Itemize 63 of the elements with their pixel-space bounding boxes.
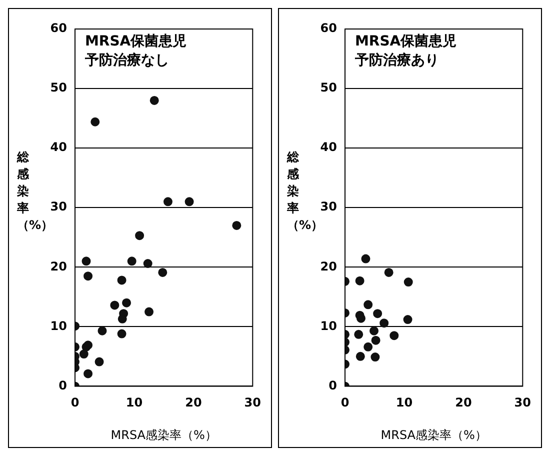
y-tick-label: 30 (320, 200, 337, 214)
point (90, 117, 100, 126)
y-tick-label: 0 (328, 378, 337, 392)
point (404, 278, 413, 287)
point (373, 309, 382, 318)
point (82, 256, 91, 266)
chart-title: MRSA保菌患児 (85, 34, 187, 50)
y-tick-label: 50 (320, 80, 337, 95)
point (117, 276, 126, 285)
y-tick-label: 10 (320, 318, 337, 333)
point (380, 318, 389, 328)
y-tick-label: 60 (320, 21, 337, 36)
point (150, 96, 159, 105)
point (84, 369, 93, 378)
point (94, 357, 104, 366)
point (110, 300, 120, 310)
y-tick-label: 40 (50, 140, 67, 154)
x-tick-label: 10 (126, 396, 143, 410)
x-tick-label: 10 (396, 396, 413, 410)
y-tick-label: 40 (320, 140, 337, 154)
chart-title: MRSA保菌患児 (355, 34, 457, 50)
point (79, 350, 88, 359)
y-tick-label: 20 (320, 259, 337, 274)
point (135, 231, 144, 240)
point (232, 220, 242, 230)
point (364, 342, 373, 352)
point (384, 268, 394, 277)
point (370, 326, 379, 336)
x-tick-label: 0 (340, 396, 350, 410)
point (364, 300, 373, 310)
point (371, 336, 380, 345)
y-tick-label: 10 (50, 318, 67, 333)
point (184, 197, 194, 206)
point (370, 352, 380, 362)
y-tick-label: 60 (50, 21, 67, 36)
point (403, 315, 412, 324)
point (144, 307, 154, 316)
y-tick-label: 30 (50, 200, 67, 214)
point (163, 197, 172, 206)
point (84, 272, 93, 281)
text: 予防治療なし (84, 52, 169, 69)
y-tick-label: 20 (50, 259, 67, 274)
point (354, 330, 364, 339)
x-axis-title: MRSA感染率（%） (380, 428, 487, 442)
x-tick-label: 20 (185, 396, 202, 410)
point (143, 259, 152, 268)
point (127, 256, 136, 266)
x-tick-label: 20 (455, 396, 472, 410)
x-tick-label: 30 (514, 396, 531, 410)
point (361, 254, 370, 264)
x-tick-label: 0 (70, 396, 80, 410)
point (355, 276, 364, 286)
point (158, 268, 168, 277)
point (98, 326, 107, 336)
point (117, 329, 126, 338)
point (356, 352, 365, 361)
point (390, 331, 399, 340)
text: 予防治療あり (354, 52, 439, 69)
x-axis-title: MRSA感染率（%） (110, 428, 217, 442)
x-tick-label: 30 (244, 396, 261, 410)
y-tick-label: 50 (50, 80, 67, 95)
y-tick-label: 0 (58, 378, 67, 392)
point (122, 298, 132, 308)
